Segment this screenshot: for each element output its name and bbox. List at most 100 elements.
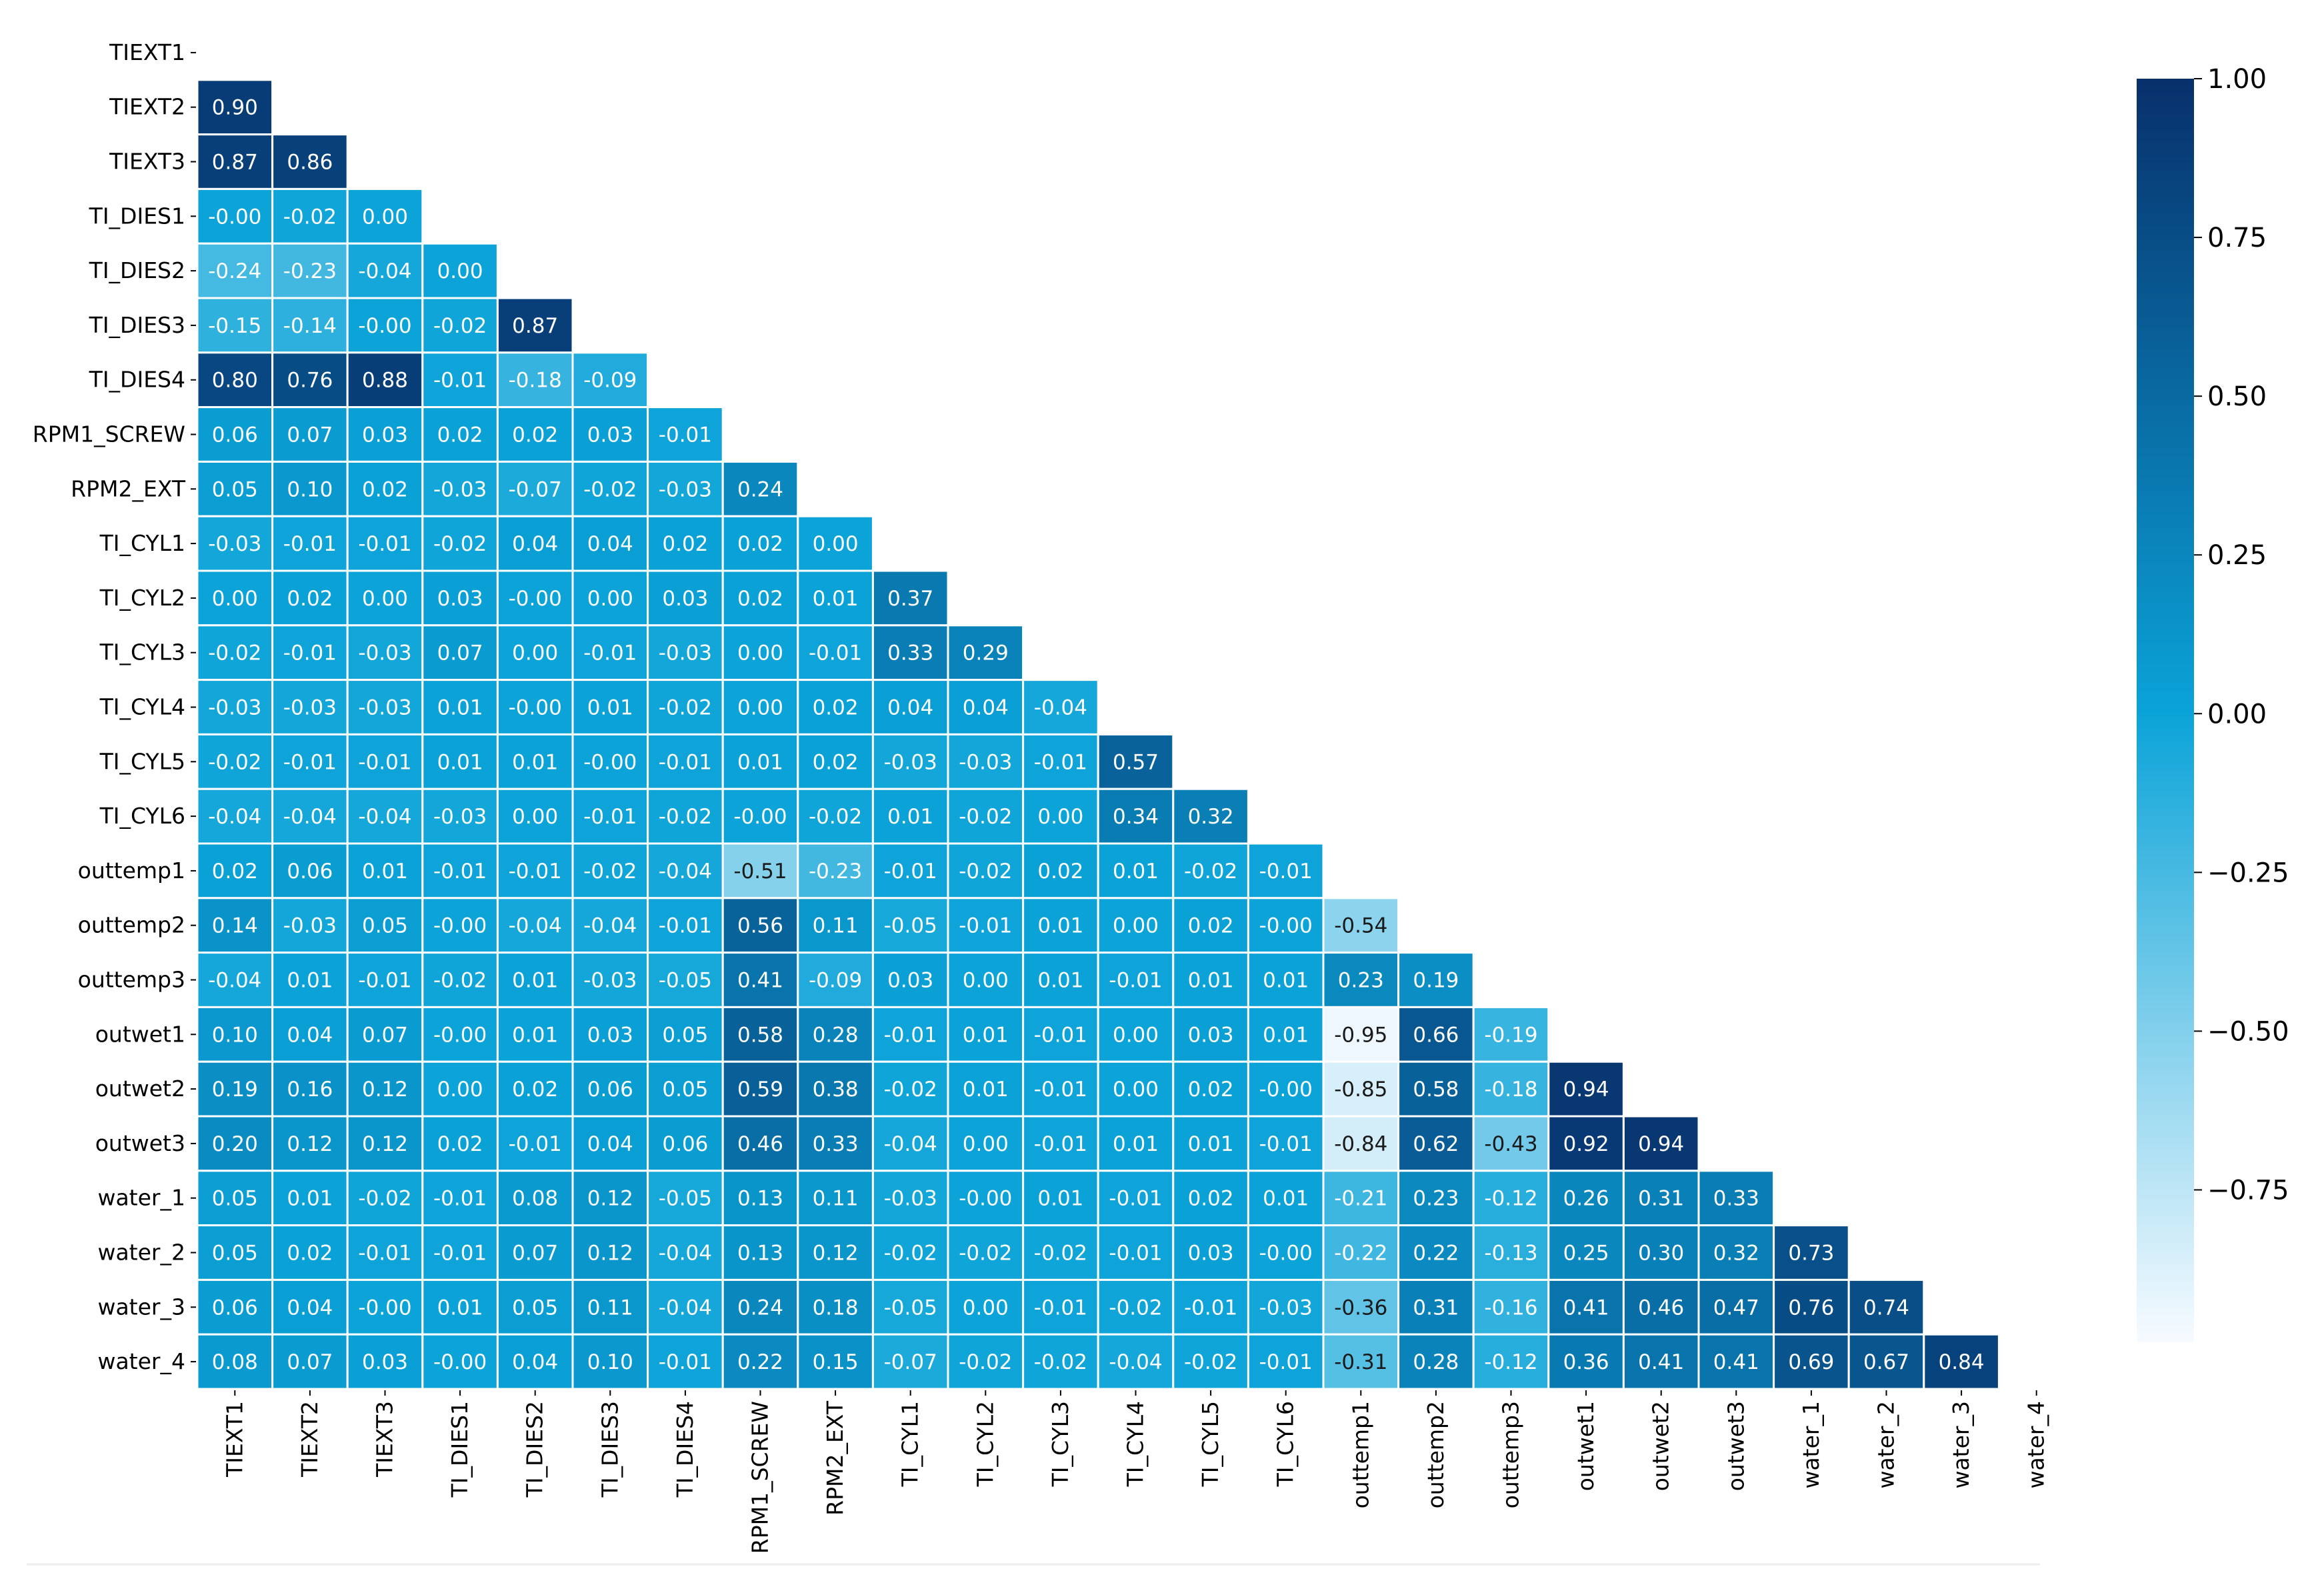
heatmap-cell: [196, 624, 274, 681]
cell-value-label: 0.00: [512, 641, 558, 665]
cell-value-label: 0.03: [362, 423, 408, 447]
cell-value-label: -0.00: [358, 1296, 411, 1320]
cell-value-label: 0.47: [1713, 1296, 1759, 1320]
cell-value-label: -0.02: [1109, 1296, 1162, 1320]
cell-value-label: -0.51: [733, 860, 787, 884]
x-tick-label: water_2: [1873, 1401, 1899, 1489]
heatmap-cell: [271, 569, 349, 627]
cell-value-label: 0.22: [737, 1350, 783, 1374]
cell-value-label: -0.03: [283, 696, 337, 720]
x-tick-label: outwet2: [1648, 1401, 1674, 1491]
heatmap-cell: [571, 952, 649, 1008]
cell-value-label: 0.00: [1113, 1023, 1159, 1047]
heatmap-cell: [346, 733, 424, 790]
heatmap-cell: [496, 842, 574, 900]
cell-value-label: 0.01: [437, 1296, 483, 1320]
heatmap-cell: [797, 1006, 874, 1063]
cell-value-label: -0.02: [433, 314, 487, 338]
y-tick-label: outtemp1: [78, 858, 185, 884]
cell-value-label: 0.00: [1113, 1078, 1159, 1102]
heatmap-cell: [947, 787, 1025, 845]
cell-value-label: 0.01: [963, 1078, 1009, 1102]
heatmap-cell: [1097, 733, 1175, 790]
colorbar-tick-label: 0.75: [2207, 223, 2267, 253]
heatmap-cell: [196, 515, 274, 572]
heatmap-cell: [647, 787, 724, 845]
cell-value-label: 0.00: [813, 532, 859, 556]
cell-value-label: 0.01: [437, 750, 483, 774]
heatmap-cell: [1923, 1333, 2000, 1390]
cell-value-label: -0.02: [208, 750, 261, 774]
x-tick-label: outtemp2: [1423, 1401, 1449, 1508]
cell-value-label: -0.02: [884, 1242, 937, 1266]
heatmap-cell: [947, 679, 1025, 735]
heatmap-cell: [647, 1060, 724, 1118]
heatmap-cell: [421, 1224, 499, 1281]
cell-value-label: 0.03: [587, 1023, 633, 1047]
heatmap-cell: [1322, 1170, 1400, 1227]
heatmap-cell: [1472, 1006, 1550, 1063]
cell-value-label: -0.04: [1034, 696, 1087, 720]
cell-value-label: -0.04: [358, 805, 411, 829]
cell-value-label: 0.62: [1413, 1132, 1459, 1156]
heatmap-cell: [1697, 1333, 1775, 1390]
cell-value-label: -0.02: [959, 805, 1012, 829]
cell-value-label: 0.05: [662, 1023, 708, 1047]
cell-value-label: 0.46: [737, 1132, 783, 1156]
heatmap-cell: [647, 897, 724, 954]
cell-value-label: -0.23: [283, 259, 337, 283]
x-tick-label: TIEXT1: [221, 1401, 247, 1478]
cell-value-label: -0.01: [1034, 1078, 1087, 1102]
colorbar-tick-label: 0.00: [2207, 699, 2267, 729]
heatmap-cell: [196, 351, 274, 409]
heatmap-cell: [1022, 952, 1099, 1008]
cell-value-label: -0.03: [884, 750, 937, 774]
cell-value-label: 0.02: [737, 587, 783, 611]
cell-value-label: 0.02: [287, 587, 333, 611]
colorbar-ticks: 1.00 0.75 0.50 0.25 0.00 −0.25 −0.50 −0.75: [2194, 64, 2289, 1206]
cell-value-label: -0.01: [1259, 1132, 1313, 1156]
cell-value-label: -0.00: [959, 1187, 1012, 1211]
heatmap-cell: [1097, 1278, 1175, 1336]
cell-value-label: 0.01: [887, 805, 933, 829]
heatmap-cell: [871, 1278, 949, 1336]
x-tick-label: TIEXT2: [297, 1401, 323, 1478]
heatmap-cell: [271, 297, 349, 354]
heatmap-cell: [721, 679, 799, 735]
heatmap-cell: [571, 351, 649, 409]
colorbar-tick-label: −0.75: [2207, 1175, 2289, 1206]
heatmap-cell: [947, 624, 1025, 681]
heatmap-cell: [721, 1278, 799, 1336]
cell-value-label: 0.03: [362, 1350, 408, 1374]
heatmap-cell: [871, 1060, 949, 1118]
y-tick-label: TI_CYL6: [99, 803, 185, 829]
cell-value-label: -0.01: [1109, 1242, 1162, 1266]
heatmap-cell: [1022, 1278, 1099, 1336]
heatmap-cell: [647, 952, 724, 1008]
x-tick-label: TI_CYL2: [972, 1401, 998, 1487]
cell-value-label: -0.04: [884, 1132, 937, 1156]
heatmap-cell: [1472, 1060, 1550, 1118]
colorbar-tick-label: 0.25: [2207, 540, 2267, 571]
cell-value-label: 0.01: [1113, 1132, 1159, 1156]
cell-value-label: -0.02: [1034, 1350, 1087, 1374]
cell-value-label: 0.02: [512, 423, 558, 447]
cell-value-label: 0.01: [1037, 969, 1083, 993]
heatmap-cell: [871, 842, 949, 900]
cell-value-label: 0.07: [437, 641, 483, 665]
cell-value-label: 0.06: [287, 860, 333, 884]
cell-value-label: -0.03: [283, 914, 337, 938]
x-tick-label: TI_DIES2: [522, 1401, 548, 1498]
cell-value-label: -0.05: [659, 1187, 712, 1211]
heatmap-cell: [647, 1006, 724, 1063]
cell-value-label: -0.01: [659, 914, 712, 938]
heatmap-cell: [1622, 1224, 1700, 1281]
heatmap-cell: [1247, 842, 1325, 900]
heatmap-cell: [271, 1170, 349, 1227]
cell-value-label: 0.14: [212, 914, 258, 938]
cell-value-label: 0.01: [1113, 860, 1159, 884]
cell-value-label: 0.28: [813, 1023, 859, 1047]
heatmap-cell: [571, 1224, 649, 1281]
cell-value-label: 0.00: [212, 587, 258, 611]
heatmap-cell: [571, 1115, 649, 1172]
